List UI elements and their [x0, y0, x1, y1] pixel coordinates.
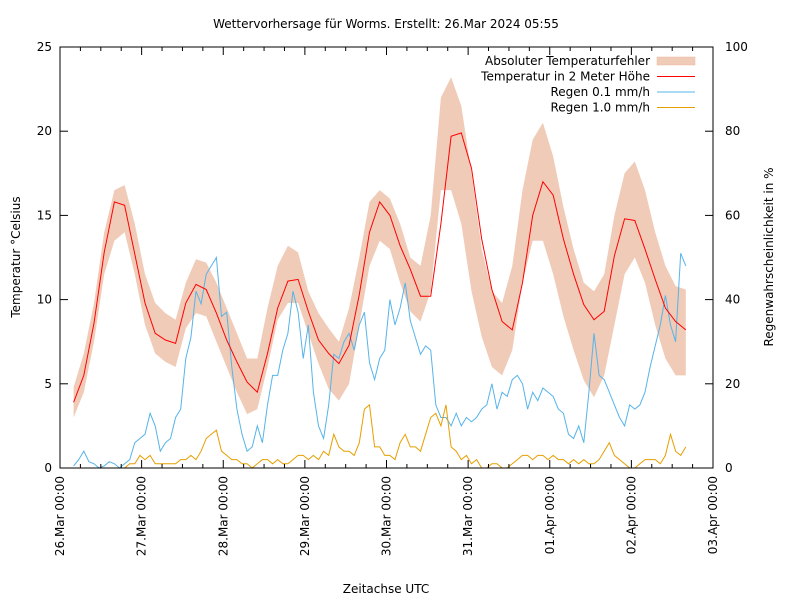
x-tick-label: 27.Mar 00:00 [135, 476, 149, 556]
x-tick-label: 29.Mar 00:00 [298, 476, 312, 556]
x-axis-label: Zeitachse UTC [343, 582, 429, 596]
chart-title: Wettervorhersage für Worms. Erstellt: 26… [213, 17, 559, 31]
legend-label: Regen 0.1 mm/h [550, 85, 650, 99]
y2-tick-label: 0 [725, 461, 733, 475]
x-tick-label: 28.Mar 00:00 [216, 476, 230, 556]
temperature-line [73, 132, 687, 403]
x-tick-label: 31.Mar 00:00 [461, 476, 475, 556]
x-tick-label: 30.Mar 00:00 [380, 476, 394, 556]
legend-swatch-error-band [656, 56, 696, 66]
y-tick-label: 20 [37, 124, 52, 138]
y-tick-label: 5 [44, 377, 52, 391]
y2-tick-label: 60 [725, 208, 740, 222]
x-tick-label: 26.Mar 00:00 [53, 476, 67, 556]
y-axis-label: Temperatur °Celsius [9, 196, 23, 318]
y2-tick-label: 40 [725, 293, 740, 307]
temperature-error-band [73, 77, 686, 418]
y2-axis-label: Regenwahrscheinlichkeit in % [762, 167, 776, 346]
rain-1-0-line [73, 403, 687, 469]
legend: Absoluter Temperaturfehler Temperatur in … [480, 54, 696, 115]
rain-0-1-line [73, 253, 687, 469]
error-band-layer [73, 77, 686, 418]
y2-tick-label: 80 [725, 124, 740, 138]
series-lines-layer [73, 132, 687, 469]
axis-ticks: 0 5 10 15 20 25 0 20 40 60 80 100 26.Mar 00:00 27.Mar… [37, 40, 748, 556]
y-tick-label: 10 [37, 293, 52, 307]
y-tick-label: 25 [37, 40, 52, 54]
x-tick-label: 02.Apr 00:00 [624, 476, 638, 554]
legend-label: Temperatur in 2 Meter Höhe [480, 70, 650, 84]
legend-label: Regen 1.0 mm/h [550, 101, 650, 115]
y-tick-label: 15 [37, 208, 52, 222]
x-tick-label: 03.Apr 00:00 [706, 476, 720, 554]
y2-tick-label: 100 [725, 40, 748, 54]
y2-tick-label: 20 [725, 377, 740, 391]
legend-label: Absoluter Temperaturfehler [485, 54, 650, 68]
x-tick-label: 01.Apr 00:00 [543, 476, 557, 554]
y-tick-label: 0 [44, 461, 52, 475]
